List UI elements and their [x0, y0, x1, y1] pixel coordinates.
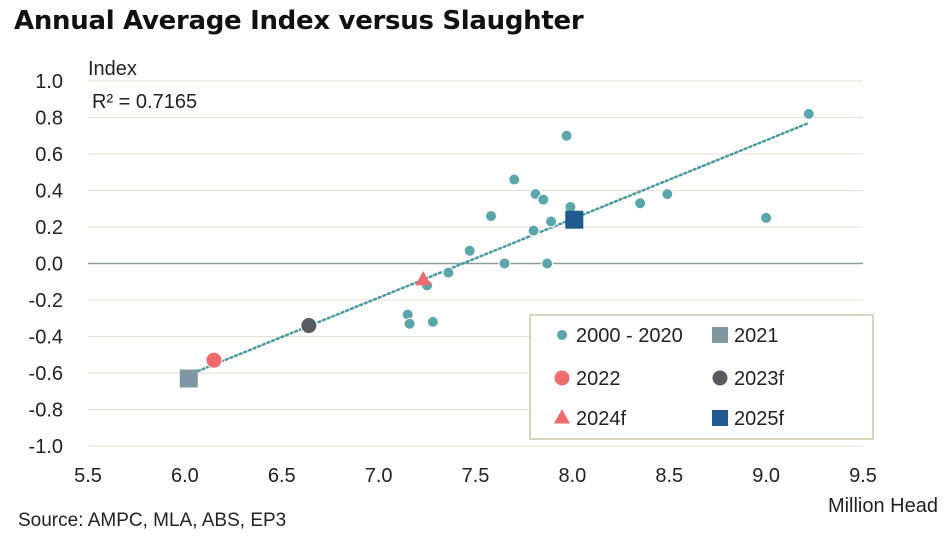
legend-marker [712, 327, 728, 343]
data-point [442, 266, 455, 279]
data-point [498, 257, 511, 270]
data-point [541, 257, 554, 270]
x-tick-label: 6.0 [171, 465, 199, 487]
data-point [661, 188, 674, 201]
legend-label: 2022 [576, 368, 621, 390]
x-tick-label: 5.5 [74, 465, 102, 487]
data-point [403, 317, 416, 330]
legend-label: 2023f [734, 368, 784, 390]
legend-label: 2021 [734, 325, 779, 347]
data-point [415, 270, 432, 286]
data-point [537, 193, 550, 206]
data-point [760, 211, 773, 224]
legend-marker [711, 369, 729, 387]
y-tick-label: 0.8 [35, 108, 63, 130]
source-note: Source: AMPC, MLA, ABS, EP3 [18, 510, 287, 531]
legend-marker [553, 369, 571, 387]
legend-label: 2000 - 2020 [576, 325, 683, 347]
data-point [300, 317, 318, 335]
y-tick-label: 1.0 [35, 71, 63, 93]
data-point [205, 351, 223, 369]
legend-label: 2024f [576, 408, 626, 430]
x-tick-label: 8.0 [558, 465, 586, 487]
legend-label: 2025f [734, 408, 784, 430]
y-tick-label: -0.6 [29, 363, 63, 385]
y-tick-label: -0.2 [29, 290, 63, 312]
x-tick-label: 7.0 [365, 465, 393, 487]
data-point [426, 315, 439, 328]
legend-box [529, 314, 874, 440]
x-axis-label: Million Head [828, 495, 938, 517]
chart-title: Annual Average Index versus Slaughter [14, 6, 584, 36]
y-tick-label: 0.4 [35, 181, 63, 203]
y-tick-label: 0.2 [35, 217, 63, 239]
data-point [560, 129, 573, 142]
x-tick-label: 8.5 [655, 465, 683, 487]
y-tick-label: -0.8 [29, 400, 63, 422]
y-tick-label: 0.6 [35, 144, 63, 166]
y-tick-label: 0.0 [35, 254, 63, 276]
data-point [565, 210, 584, 229]
data-point [802, 107, 815, 120]
data-point [527, 224, 540, 237]
data-point [463, 244, 476, 257]
legend-marker [556, 329, 568, 341]
data-point [179, 369, 198, 388]
legend-marker [554, 409, 570, 424]
y-tick-label: -1.0 [29, 436, 63, 458]
x-tick-label: 9.0 [752, 465, 780, 487]
x-tick-label: 7.5 [462, 465, 490, 487]
r-squared-annotation: R² = 0.7165 [92, 91, 197, 113]
data-point [508, 173, 521, 186]
data-point [545, 215, 558, 228]
y-tick-label: -0.4 [29, 327, 63, 349]
data-point [485, 210, 497, 223]
trendline [187, 121, 810, 377]
y-axis-label: Index [88, 58, 137, 80]
legend-marker [712, 410, 728, 426]
x-tick-label: 9.5 [849, 465, 877, 487]
data-point [634, 197, 647, 210]
x-tick-label: 6.5 [268, 465, 296, 487]
